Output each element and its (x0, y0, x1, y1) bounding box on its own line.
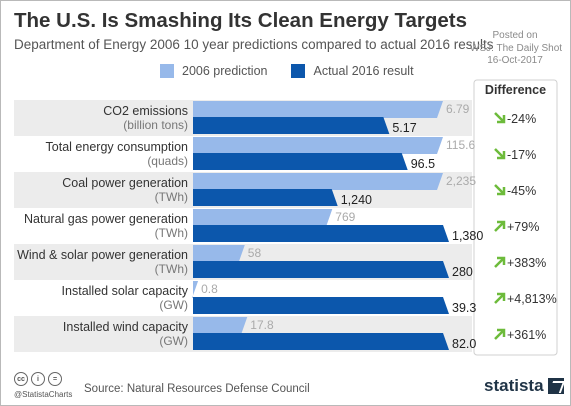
category-label: Natural gas power generation (24, 212, 188, 226)
bar-prediction (193, 317, 248, 334)
value-label-prediction: 115.6 (446, 138, 475, 152)
arrow-up-right-icon (494, 220, 506, 232)
posted-date: 16-Oct-2017 (487, 55, 543, 66)
nd-icon: = (48, 372, 62, 386)
value-label-actual: 280 (452, 265, 473, 279)
difference-panel (473, 79, 558, 356)
difference-value: -17% (507, 148, 536, 162)
arrow-up-right-icon (494, 328, 506, 340)
value-label-actual: 1,380 (452, 229, 483, 243)
bar-prediction (193, 137, 443, 154)
arrow-down-right-icon (494, 112, 506, 124)
chart-title: The U.S. Is Smashing Its Clean Energy Ta… (14, 9, 468, 32)
chart-subtitle: Department of Energy 2006 10 year predic… (14, 37, 494, 52)
bar-actual (193, 261, 449, 278)
category-label: CO2 emissions (103, 104, 188, 118)
legend-label-actual: Actual 2016 result (313, 64, 414, 78)
category-unit: (GW) (159, 334, 188, 348)
by-icon: i (31, 372, 45, 386)
value-label-actual: 39.3 (452, 301, 476, 315)
category-label: Installed solar capacity (62, 284, 189, 298)
legend-label-prediction: 2006 prediction (182, 64, 268, 78)
bar-prediction (193, 245, 245, 262)
source-note: Source: Natural Resources Defense Counci… (84, 383, 310, 395)
category-unit: (billion tons) (123, 118, 188, 132)
arrow-up-right-icon (494, 256, 506, 268)
bar-actual (193, 117, 390, 134)
category-unit: (TWh) (155, 226, 188, 240)
bar-prediction (193, 173, 443, 190)
category-unit: (TWh) (155, 262, 188, 276)
legend-swatch-prediction (160, 64, 174, 78)
value-label-prediction: 2,235 (446, 174, 476, 188)
value-label-prediction: 58 (248, 246, 262, 260)
posted-on-label: Posted on (492, 30, 538, 41)
legend-swatch-actual (291, 64, 306, 78)
value-label-actual: 1,240 (341, 193, 372, 207)
category-label: Wind & solar power generation (17, 248, 188, 262)
difference-title: Difference (484, 83, 547, 97)
legend-item-prediction: 2006 prediction (160, 64, 267, 78)
value-label-prediction: 0.8 (201, 282, 218, 296)
bar-prediction (193, 209, 333, 226)
difference-value: +383% (507, 256, 546, 270)
difference-value: -24% (507, 112, 536, 126)
posted-note: Posted on WSJ: The Daily Shot 16-Oct-201… (470, 30, 563, 68)
category-label: Total energy consumption (46, 140, 188, 154)
difference-value: -45% (507, 184, 536, 198)
bar-prediction (193, 101, 443, 118)
bar-actual (193, 297, 449, 314)
arrow-down-right-icon (494, 148, 506, 160)
statista-logo: statista (484, 376, 564, 396)
value-label-actual: 96.5 (411, 157, 435, 171)
arrow-up-right-icon (494, 292, 506, 304)
statista-logo-icon (547, 378, 564, 394)
category-label: Installed wind capacity (63, 320, 189, 334)
value-label-prediction: 769 (335, 210, 355, 224)
bar-actual (193, 189, 338, 206)
arrow-down-right-icon (494, 184, 506, 196)
cc-icon: cc (14, 372, 28, 386)
bar-actual (193, 153, 408, 170)
bar-actual (193, 225, 449, 242)
license-icons: cc i = (14, 372, 65, 386)
value-label-prediction: 6.79 (446, 102, 470, 116)
bar-prediction (192, 281, 199, 298)
value-label-actual: 5.17 (392, 121, 416, 135)
bar-actual (193, 333, 449, 350)
category-unit: (GW) (159, 298, 188, 312)
category-unit: (quads) (147, 154, 188, 168)
difference-value: +4,813% (507, 292, 557, 306)
difference-value: +79% (507, 220, 539, 234)
category-unit: (TWh) (155, 190, 188, 204)
legend: 2006 prediction Actual 2016 result (160, 64, 438, 78)
brand-name: statista (484, 376, 544, 395)
difference-value: +361% (507, 328, 546, 342)
category-label: Coal power generation (62, 176, 188, 190)
value-label-prediction: 17.8 (250, 318, 274, 332)
posted-source: WSJ: The Daily Shot (470, 42, 563, 54)
legend-item-actual: Actual 2016 result (291, 64, 414, 78)
value-label-actual: 82.0 (452, 337, 476, 351)
twitter-handle: @StatistaCharts (14, 390, 73, 399)
